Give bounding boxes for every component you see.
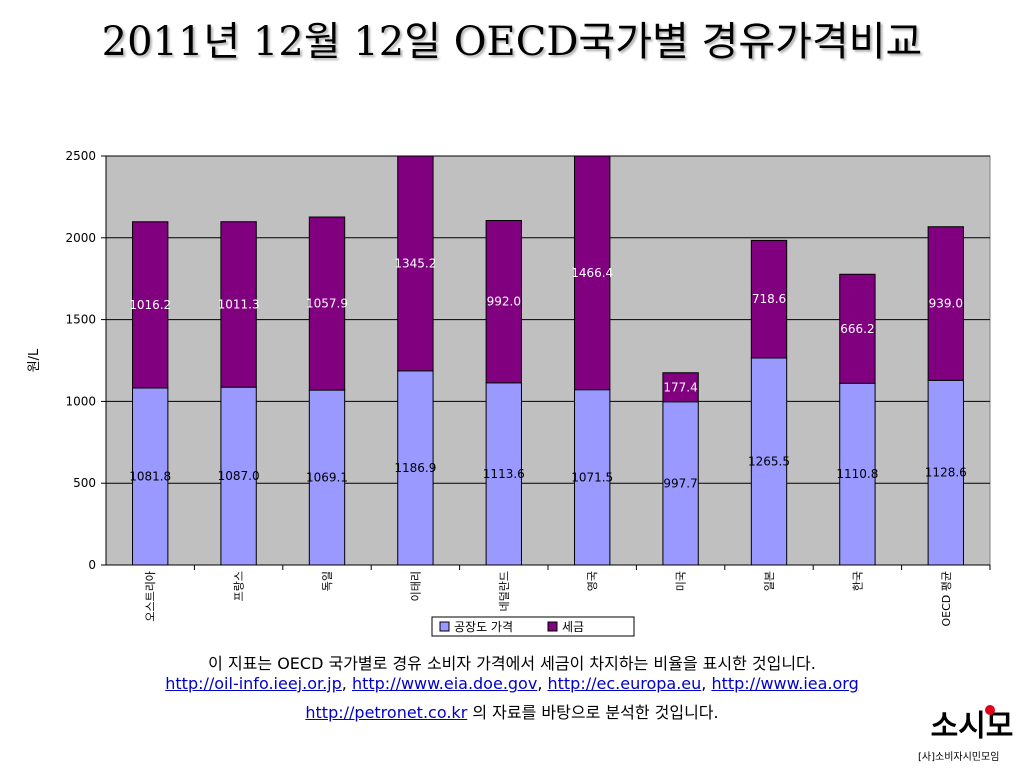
footnote-suffix: 의 자료를 바탕으로 분석한 것입니다. [467, 703, 719, 722]
link-separator: , [537, 674, 548, 693]
y-tick-label: 1000 [65, 394, 96, 408]
legend-label: 공장도 가격 [454, 620, 513, 634]
legend-swatch [439, 621, 450, 632]
logo-mark-text: 소시모 [931, 709, 1014, 744]
logo-dot-icon [985, 705, 995, 715]
logo-mark: 소시모 [931, 705, 1014, 744]
bar-segment [220, 386, 257, 566]
bar-segment [839, 273, 876, 384]
data-label: 1113.6 [483, 467, 525, 481]
bar-segment [927, 226, 964, 381]
data-label: 1087.0 [218, 469, 260, 483]
bar-segment [308, 389, 346, 566]
x-tick-label: 프랑스 [233, 571, 246, 601]
legend-label: 세금 [562, 620, 584, 634]
y-tick-label: 1500 [65, 313, 96, 327]
y-tick-label: 500 [73, 476, 96, 490]
bar-segment [397, 155, 434, 372]
data-label: 992.0 [487, 295, 521, 309]
logo-caption: [사]소비자시민모임 [918, 752, 1000, 763]
data-label: 177.4 [663, 380, 697, 394]
source-link-ieej[interactable]: http://oil-info.ieej.or.jp [165, 674, 342, 693]
footnote-links: http://oil-info.ieej.or.jp, http://www.e… [40, 674, 984, 693]
bar-segment [662, 372, 699, 403]
bar-segment [839, 382, 876, 566]
x-tick-label: 일본 [762, 571, 776, 591]
data-label: 1057.9 [306, 297, 348, 311]
x-tick-label: 이태리 [409, 571, 422, 601]
data-label: 1069.1 [306, 471, 348, 485]
data-label: 1345.2 [394, 256, 436, 270]
y-axis-title: 원/L [27, 348, 42, 372]
data-label: 1466.4 [571, 266, 613, 280]
data-label: 666.2 [840, 322, 874, 336]
page-title: 2011년 12월 12일 OECD국가별 경유가격비교 [101, 19, 923, 65]
data-label: 1186.9 [394, 461, 436, 475]
stacked-bar-chart: 0 500 1000 1500 2000 2500 원/L 1081.8 1016.2 오스트리아… [27, 149, 991, 637]
organization-logo: 소시모 [사]소비자시민모임 [914, 704, 1020, 766]
legend-swatch [547, 621, 558, 632]
y-tick-label: 2000 [65, 231, 96, 245]
bar-segment [662, 401, 699, 566]
source-link-iea[interactable]: http://www.iea.org [711, 674, 859, 693]
y-tick-label: 0 [88, 558, 96, 572]
data-label: 1016.2 [129, 298, 171, 312]
source-link-eia[interactable]: http://www.eia.doe.gov [351, 674, 538, 693]
bar-segment [132, 387, 169, 566]
x-tick-label: 오스트리아 [144, 571, 157, 622]
data-label: 1128.6 [925, 466, 967, 480]
bar-segment [220, 221, 257, 388]
source-link-petronet[interactable]: http://petronet.co.kr [305, 703, 468, 722]
bar-segment [132, 221, 169, 389]
data-label: 1011.3 [218, 297, 260, 311]
link-separator: , [701, 674, 712, 693]
bar-segment [750, 239, 788, 359]
bar-segment [574, 389, 611, 566]
bar-segment [397, 370, 434, 566]
data-label: 718.6 [752, 292, 786, 306]
data-label: 1071.5 [571, 470, 613, 484]
data-label: 997.7 [663, 476, 697, 490]
x-tick-label: 영국 [586, 571, 599, 591]
bar-segment [750, 357, 788, 566]
x-tick-label: 독일 [320, 571, 334, 591]
footnote-source: http://petronet.co.kr 의 자료를 바탕으로 분석한 것입니… [40, 699, 984, 723]
bar-segment [927, 379, 964, 566]
legend-box [431, 616, 635, 637]
x-tick-label: 미국 [675, 571, 688, 591]
data-label: 1110.8 [836, 467, 878, 481]
link-separator: , [341, 674, 352, 693]
data-label: 939.0 [929, 297, 963, 311]
data-label: 1265.5 [748, 454, 790, 468]
data-label: 1081.8 [129, 470, 171, 484]
x-tick-label: 네덜란드 [498, 571, 511, 611]
bar-segment [308, 216, 346, 391]
bar-segment [485, 220, 522, 384]
source-link-ec[interactable]: http://ec.europa.eu [547, 674, 702, 693]
footnote-description: 이 지표는 OECD 국가별로 경유 소비자 가격에서 세금이 차지하는 비율을… [208, 654, 816, 673]
x-tick-label: 한국 [851, 571, 864, 591]
bar-segment [574, 155, 611, 391]
x-tick-label: OECD 평균 [940, 571, 953, 627]
y-tick-label: 2500 [65, 149, 96, 163]
bar-segment [485, 382, 522, 566]
